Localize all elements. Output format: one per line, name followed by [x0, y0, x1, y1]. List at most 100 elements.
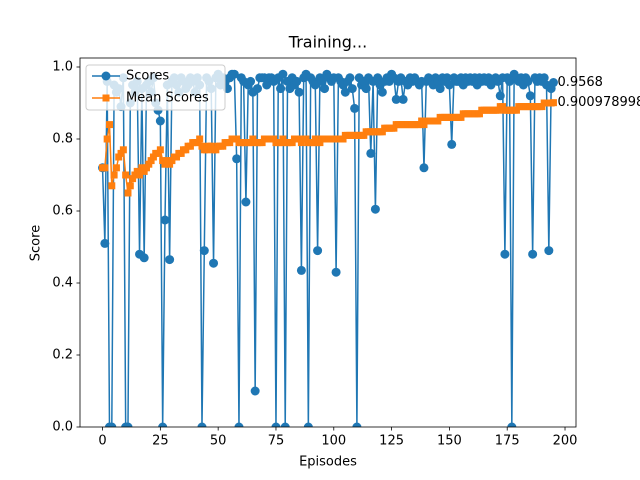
score-marker [331, 267, 341, 277]
mean-marker [420, 121, 428, 129]
last-value-label: 0.9568 [557, 75, 603, 90]
mean-marker [101, 164, 109, 172]
mean-marker [145, 160, 153, 168]
score-marker [250, 386, 260, 396]
mean-marker [122, 171, 130, 179]
mean-marker [154, 149, 162, 157]
score-marker [234, 422, 244, 427]
mean-marker [297, 139, 305, 147]
y-tick-label: 0.2 [52, 348, 73, 363]
legend-label: Scores [126, 69, 169, 84]
mean-marker [233, 135, 241, 143]
score-marker [296, 265, 306, 275]
x-tick-label: 75 [268, 434, 285, 449]
score-marker [252, 84, 262, 94]
mean-marker [198, 142, 206, 150]
x-tick-label: 125 [379, 434, 404, 449]
mean-marker [193, 139, 201, 147]
score-marker [419, 163, 429, 173]
mean-marker [103, 135, 111, 143]
x-tick-label: 200 [553, 434, 578, 449]
score-marker [246, 76, 256, 86]
mean-marker [117, 149, 125, 157]
y-axis-label: Score [29, 225, 44, 261]
score-marker [292, 76, 302, 86]
mean-marker [390, 124, 398, 132]
mean-marker [177, 149, 185, 157]
score-marker [278, 69, 288, 79]
score-marker [271, 422, 281, 427]
mean-marker [110, 171, 118, 179]
mean-marker [499, 103, 507, 111]
x-tick-label: 25 [152, 434, 169, 449]
mean-marker [115, 153, 123, 161]
score-marker [313, 246, 323, 256]
mean-marker [108, 182, 116, 190]
score-marker [500, 249, 510, 259]
legend-marker [101, 71, 111, 81]
score-marker [107, 422, 117, 427]
score-marker [391, 94, 401, 104]
mean-marker [207, 142, 215, 150]
mean-marker [549, 99, 557, 107]
score-marker [361, 84, 371, 94]
x-tick-label: 50 [210, 434, 227, 449]
mean-marker [126, 182, 134, 190]
mean-marker [161, 160, 169, 168]
mean-marker [339, 135, 347, 143]
mean-marker [512, 106, 520, 114]
x-axis-label: Episodes [299, 455, 357, 470]
score-marker [370, 204, 380, 214]
mean-marker [434, 117, 442, 125]
mean-marker [316, 139, 324, 147]
score-marker [276, 84, 286, 94]
score-marker [523, 76, 533, 86]
score-marker [294, 87, 304, 97]
mean-marker [105, 121, 113, 129]
mean-marker [203, 146, 211, 154]
score-marker [377, 87, 387, 97]
y-tick-label: 0.0 [52, 420, 73, 435]
score-marker [340, 87, 350, 97]
mean-marker [538, 103, 546, 111]
mean-marker [149, 153, 157, 161]
mean-marker [247, 139, 255, 147]
score-marker [442, 73, 452, 83]
score-marker [544, 246, 554, 256]
mean-marker [219, 142, 227, 150]
y-tick-label: 0.6 [52, 204, 73, 219]
mean-marker [457, 113, 465, 121]
mean-marker [138, 164, 146, 172]
score-marker [165, 255, 175, 265]
score-marker [345, 73, 355, 83]
mean-marker [147, 157, 155, 165]
legend-box [85, 64, 226, 111]
mean-marker [494, 106, 502, 114]
mean-marker [140, 167, 148, 175]
x-tick-label: 150 [437, 434, 462, 449]
score-marker [350, 103, 360, 113]
mean-marker [124, 189, 132, 197]
score-marker [525, 91, 535, 101]
mean-marker [258, 139, 266, 147]
score-marker [352, 422, 362, 427]
mean-marker [270, 135, 278, 143]
mean-marker [249, 135, 257, 143]
mean-marker [360, 131, 368, 139]
score-marker [373, 73, 383, 83]
mean-marker [475, 110, 483, 118]
mean-marker [133, 167, 141, 175]
legend-marker [102, 94, 110, 102]
mean-marker [182, 146, 190, 154]
score-marker [447, 139, 457, 149]
mean-marker [418, 117, 426, 125]
mean-marker [226, 139, 234, 147]
mean-marker [277, 139, 285, 147]
score-marker [280, 422, 290, 427]
mean-marker [136, 171, 144, 179]
last-value-label: 0.900978998 [557, 95, 640, 110]
mean-marker [119, 146, 127, 154]
score-marker [548, 78, 558, 88]
score-marker [444, 80, 454, 90]
x-tick-label: 100 [321, 434, 346, 449]
